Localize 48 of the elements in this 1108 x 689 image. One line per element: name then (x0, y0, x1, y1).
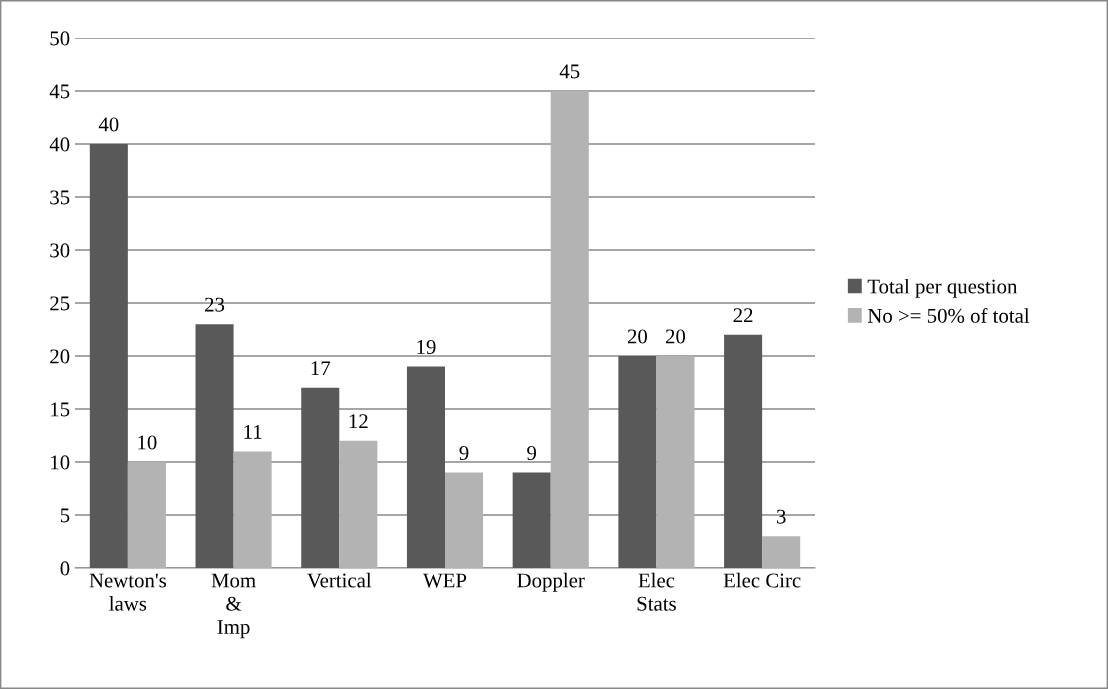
x-tick-label: Elec Stats (637, 572, 676, 611)
bar (656, 356, 695, 568)
bar (127, 462, 166, 568)
legend-label: No >= 50% of total (867, 308, 1030, 323)
data-label: 23 (205, 297, 225, 312)
legend-label: Total per question (867, 278, 1018, 298)
y-tick-label: 15 (51, 402, 70, 417)
x-tick-label: Mom & Imp (211, 573, 256, 639)
y-tick-label: 45 (49, 84, 70, 99)
bar (195, 324, 234, 568)
bar (762, 536, 801, 568)
y-tick-label: 50 (50, 31, 70, 46)
x-tick-label: Vertical (307, 572, 372, 588)
bar (339, 440, 378, 568)
data-label: 19 (417, 340, 436, 355)
x-tick-label: Elec Circ (723, 572, 801, 588)
bar (618, 356, 657, 568)
bar (301, 387, 340, 568)
bar (233, 451, 272, 568)
bar (724, 334, 763, 568)
bar (406, 366, 445, 568)
data-label: 12 (349, 414, 368, 429)
bar (89, 144, 128, 568)
bar (445, 472, 484, 568)
data-label: 9 (459, 446, 469, 461)
y-tick-label: 5 (60, 508, 70, 523)
y-tick-label: 40 (49, 137, 70, 152)
bar (512, 472, 551, 568)
data-label: 20 (627, 329, 648, 344)
x-tick-label: WEP (423, 573, 467, 588)
bar (550, 91, 589, 568)
data-label: 17 (311, 361, 331, 376)
y-tick-label: 0 (60, 561, 70, 576)
data-label: 10 (138, 435, 157, 450)
y-tick-label: 10 (51, 455, 70, 470)
y-tick-label: 25 (50, 296, 70, 311)
data-label: 20 (665, 329, 686, 344)
data-label: 22 (733, 308, 753, 323)
data-label: 40 (98, 117, 119, 132)
data-label: 9 (527, 446, 537, 461)
x-tick-label: Doppler (517, 572, 585, 592)
y-tick-label: 30 (50, 243, 70, 258)
x-tick-label: Newton's laws (89, 573, 167, 611)
data-label: 3 (776, 509, 786, 524)
y-tick-label: 20 (50, 349, 70, 364)
data-label: 11 (244, 424, 262, 439)
y-tick-label: 35 (50, 190, 70, 205)
data-label: 45 (559, 64, 580, 79)
